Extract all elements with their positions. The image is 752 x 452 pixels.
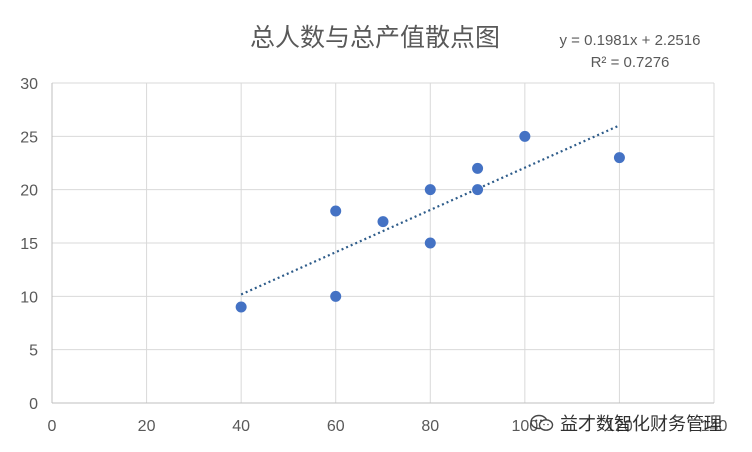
data-point <box>424 237 436 249</box>
chart-title: 总人数与总产值散点图 <box>249 23 500 52</box>
x-tick-label: 40 <box>232 418 250 435</box>
data-point <box>472 162 484 174</box>
y-tick-label: 5 <box>29 343 38 360</box>
data-point <box>424 184 436 196</box>
x-tick-label: 0 <box>48 418 57 435</box>
data-point <box>613 152 625 164</box>
y-tick-label: 10 <box>20 289 38 306</box>
trendline-equation: y = 0.1981x + 2.2516 <box>559 32 701 49</box>
wechat-icon <box>530 414 554 431</box>
data-point <box>330 290 342 302</box>
y-tick-label: 25 <box>20 129 38 146</box>
x-tick-label: 140 <box>701 418 728 435</box>
x-tick-label: 20 <box>138 418 156 435</box>
y-tick-label: 20 <box>20 183 38 200</box>
trendline <box>240 124 620 296</box>
y-tick-label: 0 <box>29 396 38 413</box>
watermark-text: 益才数智化财务管理 <box>560 414 722 435</box>
x-tick-label: 80 <box>421 418 439 435</box>
y-tick-label: 30 <box>20 76 38 93</box>
trendline-r2: R² = 0.7276 <box>590 54 670 71</box>
data-point <box>377 216 389 228</box>
data-point <box>330 205 342 217</box>
data-point <box>519 130 531 142</box>
x-tick-label: 60 <box>327 418 345 435</box>
trendline-label: y = 0.1981x + 2.2516 R² = 0.7276 <box>540 30 720 74</box>
watermark: 益才数智化财务管理 <box>530 409 722 437</box>
x-tick-label: 120 <box>606 418 633 435</box>
data-point <box>235 301 247 313</box>
y-tick-label: 15 <box>20 236 38 253</box>
data-point <box>472 184 484 196</box>
